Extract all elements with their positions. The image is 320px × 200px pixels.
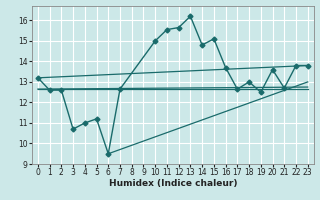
X-axis label: Humidex (Indice chaleur): Humidex (Indice chaleur): [108, 179, 237, 188]
